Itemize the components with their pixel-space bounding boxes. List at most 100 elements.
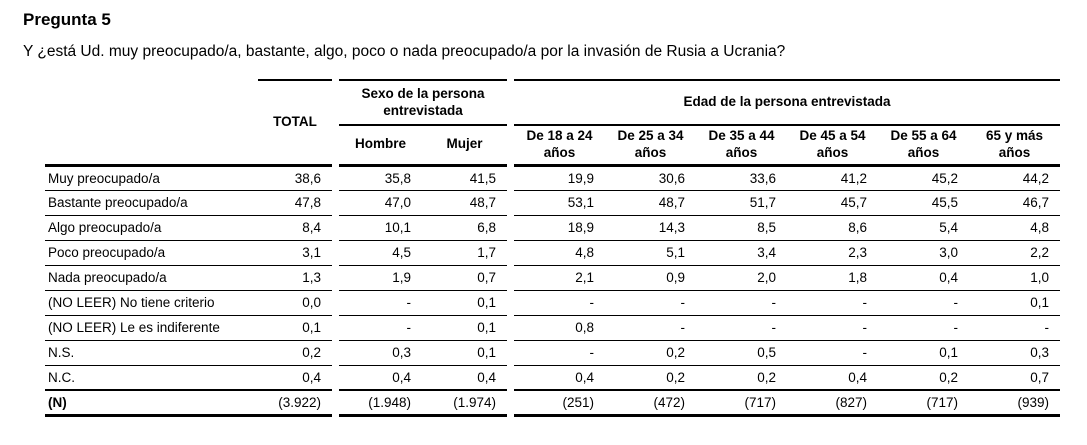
row-label: Bastante preocupado/a xyxy=(45,190,258,216)
cell-value: 51,7 xyxy=(696,190,787,216)
cell-value: 2,2 xyxy=(969,240,1061,266)
cell-value: 41,5 xyxy=(422,165,507,191)
cell-value: 8,5 xyxy=(696,215,787,241)
table-row: N.S. 0,2 0,3 0,1-0,2 0,5-0,1 0,3 xyxy=(45,340,1061,366)
table-row: Algo preocupado/a 8,4 10,1 6,8 18,9 14,3 8,5 8,… xyxy=(45,215,1061,241)
cell-value: 3,4 xyxy=(696,240,787,266)
cell-value: (251) xyxy=(514,390,605,417)
column-gap xyxy=(507,240,514,265)
document-page: Pregunta 5 Y ¿está Ud. muy preocupado/a,… xyxy=(23,10,1087,417)
cell-value: 38,6 xyxy=(258,165,332,191)
column-gap xyxy=(507,315,514,340)
column-header-hombre: Hombre xyxy=(339,125,422,167)
cell-value: 0,7 xyxy=(422,265,507,291)
cell-value: 0,3 xyxy=(339,340,422,366)
cell-value: (717) xyxy=(696,390,787,417)
cell-value: 0,4 xyxy=(339,365,422,392)
cell-value: (827) xyxy=(787,390,878,417)
cell-value: 0,3 xyxy=(969,340,1061,366)
cell-value: 6,8 xyxy=(422,215,507,241)
cell-value: 0,1 xyxy=(422,340,507,366)
cell-value: 0,4 xyxy=(422,365,507,392)
column-gap xyxy=(332,315,339,340)
cell-value: (1.948) xyxy=(339,390,422,417)
cell-value: 4,5 xyxy=(339,240,422,266)
page-title: Pregunta 5 xyxy=(23,10,111,29)
cell-value: 4,8 xyxy=(514,240,605,266)
cell-value: 3,0 xyxy=(878,240,969,266)
cell-value: 0,5 xyxy=(696,340,787,366)
cell-value: - xyxy=(339,290,422,316)
cell-value: - xyxy=(696,290,787,316)
cell-value: 0,2 xyxy=(605,340,696,366)
cell-value: 5,4 xyxy=(878,215,969,241)
column-gap xyxy=(507,80,514,165)
table-row: (N) (3.922) (1.948) (1.974) (251) (472) (717)(… xyxy=(45,390,1061,417)
cell-value: 1,0 xyxy=(969,265,1061,291)
crosstab-table-wrapper: TOTAL Sexo de la persona entrevistada Ed… xyxy=(45,78,1087,417)
cell-value: 45,7 xyxy=(787,190,878,216)
cell-value: 0,1 xyxy=(969,290,1061,316)
cell-value: 47,0 xyxy=(339,190,422,216)
cell-value: 30,6 xyxy=(605,165,696,191)
cell-value: 41,2 xyxy=(787,165,878,191)
cell-value: 2,0 xyxy=(696,265,787,291)
cell-value: 0,1 xyxy=(422,315,507,341)
row-label: (N) xyxy=(45,390,258,417)
cell-value: 0,4 xyxy=(878,265,969,291)
cell-value: 0,2 xyxy=(878,365,969,392)
cell-value: 1,7 xyxy=(422,240,507,266)
cell-value: - xyxy=(878,290,969,316)
sex-group-header: Sexo de la persona entrevistada xyxy=(339,79,507,126)
column-header-age-18-24: De 18 a 24 años xyxy=(514,125,605,167)
cell-value: 0,1 xyxy=(258,315,332,341)
column-gap xyxy=(507,190,514,215)
column-gap xyxy=(507,265,514,290)
cell-value: 0,2 xyxy=(258,340,332,366)
cell-value: 2,1 xyxy=(514,265,605,291)
cell-value: 3,1 xyxy=(258,240,332,266)
cell-value: 45,5 xyxy=(878,190,969,216)
column-gap xyxy=(332,240,339,265)
table-header: TOTAL Sexo de la persona entrevistada Ed… xyxy=(45,78,1061,167)
column-gap xyxy=(507,215,514,240)
row-label: Muy preocupado/a xyxy=(45,165,258,191)
table-row: Muy preocupado/a 38,6 35,8 41,5 19,9 30,6 33,6… xyxy=(45,165,1061,191)
column-gap xyxy=(507,165,514,190)
age-group-header: Edad de la persona entrevistada xyxy=(514,79,1061,126)
cell-value: (3.922) xyxy=(258,390,332,417)
column-gap xyxy=(332,265,339,290)
column-gap xyxy=(332,365,339,390)
cell-value: 8,6 xyxy=(787,215,878,241)
cell-value: 18,9 xyxy=(514,215,605,241)
cell-value: 19,9 xyxy=(514,165,605,191)
cell-value: 35,8 xyxy=(339,165,422,191)
cell-value: 46,7 xyxy=(969,190,1061,216)
row-label: Nada preocupado/a xyxy=(45,265,258,291)
cell-value: 14,3 xyxy=(605,215,696,241)
total-column-header: TOTAL xyxy=(258,78,332,167)
cell-value: - xyxy=(605,290,696,316)
cell-value: 10,1 xyxy=(339,215,422,241)
cell-value: (1.974) xyxy=(422,390,507,417)
cell-value: 4,8 xyxy=(969,215,1061,241)
cell-value: 0,2 xyxy=(696,365,787,392)
row-label: N.S. xyxy=(45,340,258,366)
table-row: Poco preocupado/a 3,1 4,5 1,7 4,8 5,1 3,4 2,3 3,… xyxy=(45,240,1061,266)
cell-value: (717) xyxy=(878,390,969,417)
table-body: Muy preocupado/a 38,6 35,8 41,5 19,9 30,6 33,6… xyxy=(45,165,1061,417)
cell-value: 33,6 xyxy=(696,165,787,191)
column-header-age-25-34: De 25 a 34 años xyxy=(605,125,696,167)
cell-value: - xyxy=(787,315,878,341)
column-gap xyxy=(332,390,339,415)
cell-value: 5,1 xyxy=(605,240,696,266)
column-gap xyxy=(332,190,339,215)
column-header-mujer: Mujer xyxy=(422,125,507,167)
cell-value: - xyxy=(514,340,605,366)
column-gap xyxy=(332,165,339,190)
cell-value: 8,4 xyxy=(258,215,332,241)
cell-value: 1,9 xyxy=(339,265,422,291)
column-header-age-55-64: De 55 a 64 años xyxy=(878,125,969,167)
row-label-column-header xyxy=(45,80,258,167)
column-gap xyxy=(507,390,514,415)
